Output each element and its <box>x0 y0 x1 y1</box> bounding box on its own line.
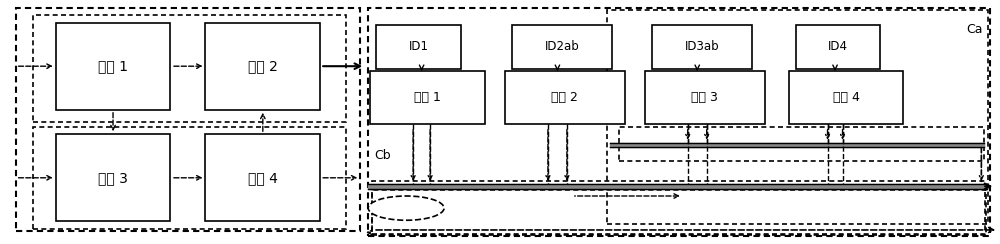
Bar <box>789 71 903 124</box>
Bar <box>796 25 880 69</box>
Bar <box>512 25 612 69</box>
Bar <box>56 134 170 222</box>
Text: Ca: Ca <box>966 23 983 36</box>
Bar <box>505 71 625 124</box>
Bar <box>652 25 752 69</box>
Bar <box>607 10 988 224</box>
Bar <box>376 25 461 69</box>
Text: 构件 4: 构件 4 <box>833 91 859 104</box>
Bar <box>56 22 170 110</box>
Text: ID2ab: ID2ab <box>545 40 579 53</box>
Text: 构件 3: 构件 3 <box>691 91 718 104</box>
Bar <box>372 190 986 235</box>
Bar <box>33 15 346 122</box>
Bar <box>370 71 485 124</box>
Text: 构件 1: 构件 1 <box>414 91 441 104</box>
Text: ID1: ID1 <box>409 40 429 53</box>
Text: ID4: ID4 <box>828 40 848 53</box>
Bar <box>645 71 765 124</box>
Bar <box>16 8 360 231</box>
Text: ID3ab: ID3ab <box>684 40 719 53</box>
Ellipse shape <box>368 196 444 220</box>
Bar <box>205 22 320 110</box>
Bar <box>372 182 985 234</box>
Bar <box>205 134 320 222</box>
Text: 构件 3: 构件 3 <box>98 171 128 185</box>
Text: 构件 4: 构件 4 <box>248 171 278 185</box>
Text: 构件 2: 构件 2 <box>248 59 278 73</box>
Bar <box>368 8 990 236</box>
Text: 构件 2: 构件 2 <box>551 91 578 104</box>
Bar <box>619 127 984 161</box>
Bar <box>33 127 346 229</box>
Text: 构件 1: 构件 1 <box>98 59 128 73</box>
Text: Cb: Cb <box>374 150 391 163</box>
